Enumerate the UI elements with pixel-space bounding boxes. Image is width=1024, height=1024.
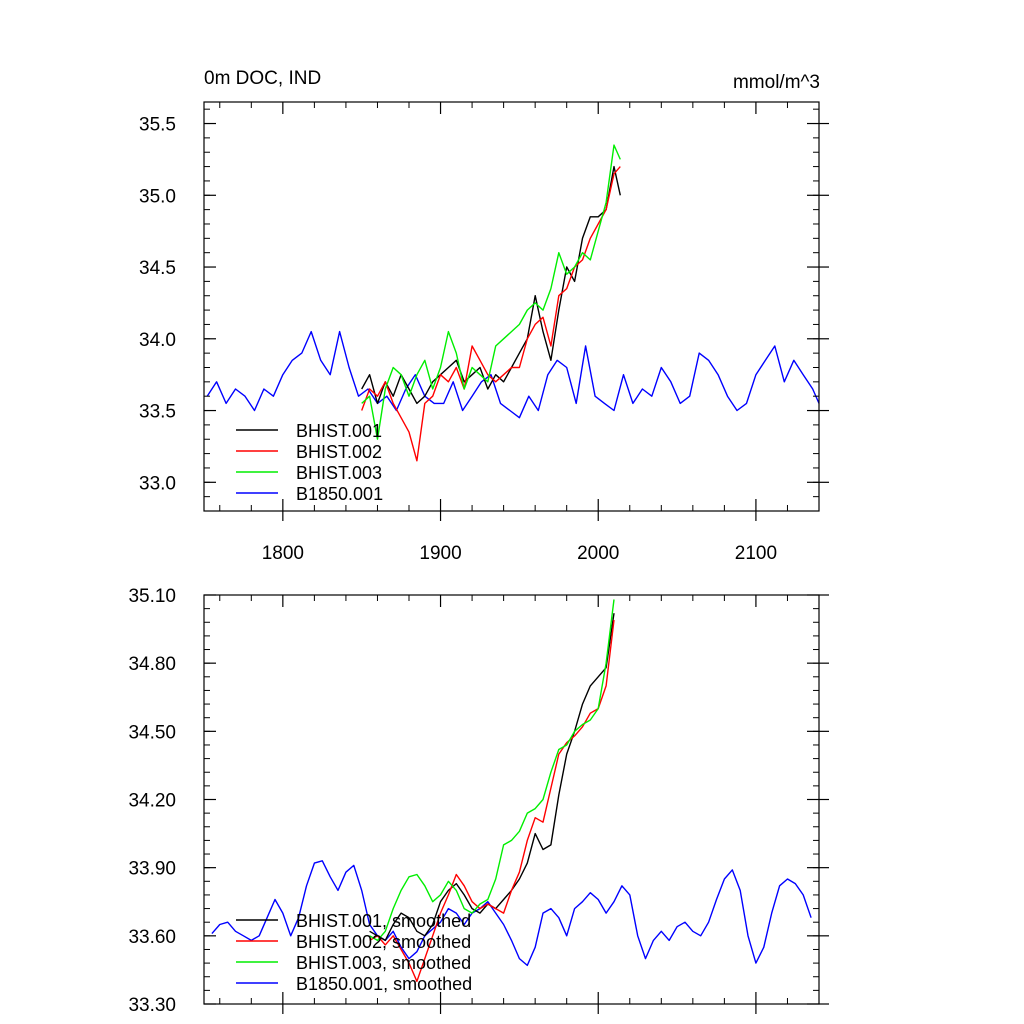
top-panel-title: 0m DOC, IND <box>204 68 321 89</box>
top-panel: 0m DOC, IND mmol/m^3 1800 1900 2000 2100 33.… <box>139 68 829 564</box>
top-ytick-label: 33.5 <box>139 402 176 423</box>
top-xtick-label: 2000 <box>577 543 619 564</box>
bottom-series-line-2 <box>369 599 615 942</box>
top-ytick-label: 35.0 <box>139 186 176 207</box>
bottom-ytick-label: 33.30 <box>128 995 176 1016</box>
top-ytick-label: 35.5 <box>139 115 176 136</box>
top-panel-frame <box>203 101 820 512</box>
bottom-ytick-label: 34.50 <box>128 722 176 743</box>
top-ytick-label: 33.0 <box>139 473 176 494</box>
bottom-legend-label: BHIST.003, smoothed <box>296 953 471 973</box>
bottom-series-line-3 <box>211 860 812 967</box>
top-ytick-label: 34.5 <box>139 258 176 279</box>
bottom-ytick-label: 33.90 <box>128 859 176 880</box>
top-legend-label: B1850.001 <box>296 484 383 504</box>
top-ytick-label: 34.0 <box>139 330 176 351</box>
top-xtick-label: 2100 <box>735 543 777 564</box>
bottom-ytick-label: 33.60 <box>128 927 176 948</box>
top-legend-label: BHIST.002 <box>296 442 382 462</box>
bottom-ytick-label: 34.80 <box>128 654 176 675</box>
bottom-panel: 33.30 33.60 33.90 34.20 34.50 34.80 35.10 BHIS… <box>128 586 829 1016</box>
bottom-legend-label: BHIST.002, smoothed <box>296 932 471 952</box>
top-panel-units: mmol/m^3 <box>733 72 820 93</box>
top-series-line-3 <box>206 330 820 419</box>
top-series-line-1 <box>361 166 621 462</box>
bottom-legend-label: B1850.001, smoothed <box>296 974 472 994</box>
bottom-ytick-label: 34.20 <box>128 791 176 812</box>
top-legend-label: BHIST.003 <box>296 463 382 483</box>
top-xtick-label: 1800 <box>262 543 304 564</box>
top-xtick-label: 1900 <box>419 543 461 564</box>
top-series-line-2 <box>361 144 621 440</box>
bottom-legend-label: BHIST.001, smoothed <box>296 911 471 931</box>
bottom-ytick-label: 35.10 <box>128 586 176 607</box>
bottom-series-line-1 <box>369 619 615 982</box>
bottom-panel-series-group <box>211 599 812 982</box>
top-legend-label: BHIST.001 <box>296 421 382 441</box>
top-panel-series-group <box>206 144 820 462</box>
